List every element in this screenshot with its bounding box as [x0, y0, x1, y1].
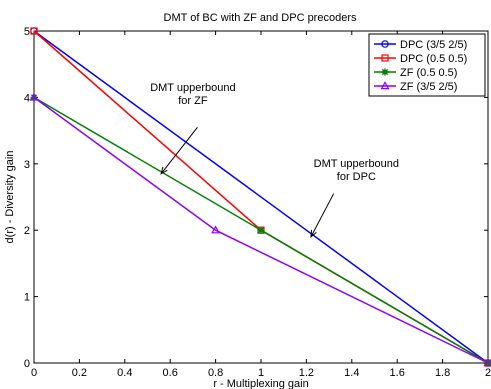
- data-point: [483, 358, 491, 367]
- series-4: [29, 92, 491, 367]
- x-tick-label: 0.6: [163, 367, 178, 379]
- annotation-arrow-line: [160, 126, 198, 175]
- data-point: [257, 226, 265, 234]
- y-tick-label: 0: [24, 358, 30, 370]
- x-axis-label: r - Multiplexing gain: [213, 378, 308, 389]
- legend-label: ZF (3/5 2/5): [400, 81, 457, 93]
- series-line: [33, 96, 489, 364]
- legend-item: DPC (0.5 0.5): [374, 53, 467, 65]
- x-tick-label: 0.8: [208, 367, 223, 379]
- annotation-text: for ZF: [178, 95, 208, 107]
- legend-label: ZF (0.5 0.5): [400, 67, 457, 79]
- series-line: [33, 30, 489, 364]
- x-tick-label: 1.6: [390, 367, 405, 379]
- legend: DPC (3/5 2/5) DPC (0.5 0.5) ZF (0.5 0.5) ZF…: [368, 33, 486, 97]
- x-tick-label: 0.4: [117, 367, 132, 379]
- x-tick-label: 2: [485, 367, 491, 379]
- legend-marker: [381, 68, 389, 76]
- y-tick-label: 2: [24, 225, 30, 237]
- data-point: [30, 27, 38, 35]
- x-tick-label: 0.2: [72, 367, 87, 379]
- legend-marker: [381, 54, 389, 62]
- annotation-text: for DPC: [337, 171, 376, 183]
- annotation-text: DMT upperbound: [314, 158, 399, 170]
- annotation-arrow-head: [160, 166, 168, 175]
- data-point: [29, 92, 39, 101]
- axis-ticks: 0 0.2 0.4 0.6 0.8 1 1.2 1.4 1.6 1.8 2 0 1 2 3 4 5: [24, 26, 491, 379]
- series-group: [29, 27, 491, 367]
- annotation-arrow-line: [310, 193, 335, 238]
- annotation-text: DMT upperbound: [150, 82, 235, 94]
- y-tick-label: 3: [24, 159, 30, 171]
- x-tick-label: 1.4: [344, 367, 359, 379]
- y-axis-label: d(r) - Diversity gain: [4, 151, 16, 244]
- legend-marker: [381, 40, 389, 48]
- x-tick-label: 1.8: [435, 367, 450, 379]
- legend-item: DPC (3/5 2/5): [374, 39, 467, 51]
- legend-marker: [380, 81, 390, 90]
- data-point: [211, 225, 221, 234]
- chart-title: DMT of BC with ZF and DPC precoders: [164, 12, 357, 24]
- legend-item: ZF (3/5 2/5): [374, 81, 457, 93]
- x-tick-label: 1.2: [299, 367, 314, 379]
- y-tick-label: 4: [24, 92, 30, 104]
- x-tick-label: 1: [258, 367, 264, 379]
- x-tick-label: 0: [31, 367, 37, 379]
- legend-label: DPC (0.5 0.5): [400, 53, 467, 65]
- y-tick-label: 1: [24, 292, 30, 304]
- y-tick-label: 5: [24, 26, 30, 38]
- legend-label: DPC (3/5 2/5): [400, 39, 467, 51]
- annotation-arrow-head: [310, 229, 317, 238]
- legend-item: ZF (0.5 0.5): [374, 67, 457, 79]
